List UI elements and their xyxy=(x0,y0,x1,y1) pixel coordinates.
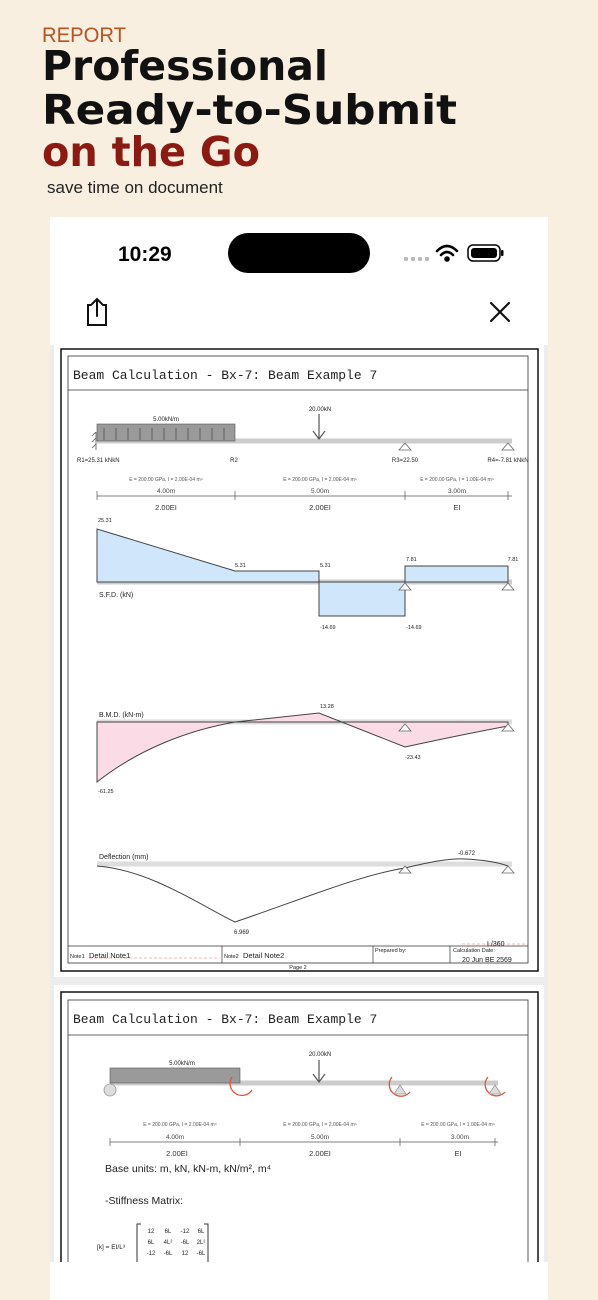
page-border xyxy=(60,348,539,972)
deflection-limit: L/360 xyxy=(487,941,505,948)
span-length: 4.00m xyxy=(166,1134,184,1141)
stiffness-label: 2.00EI xyxy=(309,1149,331,1158)
matrix-cell: -6L xyxy=(164,1251,173,1257)
beam-diagram xyxy=(91,414,515,500)
page-number: Page 2 xyxy=(289,965,306,971)
headline: on the Go xyxy=(42,128,260,176)
deflection-diagram xyxy=(96,858,515,923)
footer-label: Note2 xyxy=(224,954,239,960)
close-icon[interactable] xyxy=(489,301,511,323)
span-length: 4.00m xyxy=(157,488,175,495)
section-label: E = 200.00 GPa, I = 2.00E-04 m⁴ xyxy=(143,1122,217,1128)
headline: Ready-to-Submit xyxy=(42,86,457,134)
footer-label: Calculation Date: xyxy=(453,948,495,954)
matrix-cell: -12 xyxy=(147,1251,156,1257)
reaction-label: R1=25.31 kNkN xyxy=(77,458,120,464)
deflection-value: -0.672 xyxy=(458,851,476,857)
battery-icon xyxy=(467,244,504,262)
matrix-formula: [k] = EI/L³ xyxy=(97,1244,126,1251)
sfd-value: 25.31 xyxy=(98,518,112,524)
bending-moment-diagram xyxy=(96,712,515,784)
diagram-label: B.M.D. (kN-m) xyxy=(99,712,144,719)
share-icon[interactable] xyxy=(87,297,107,326)
span-length: 3.00m xyxy=(448,488,466,495)
matrix-cell: 4L² xyxy=(164,1240,173,1246)
bmd-value: -61.25 xyxy=(98,789,114,795)
matrix-cell: 6L xyxy=(148,1240,155,1246)
matrix-cell: 6L xyxy=(198,1229,205,1235)
diagram-label: S.F.D. (kN) xyxy=(99,592,133,599)
page-title: Beam Calculation - Bx-7: Beam Example 7 xyxy=(73,368,377,383)
matrix-cell: 2L² xyxy=(197,1240,206,1246)
matrix-cell: -6L xyxy=(197,1251,206,1257)
section-heading: -Stiffness Matrix: xyxy=(105,1195,183,1207)
dynamic-island xyxy=(228,233,370,273)
section-label: E = 200.00 GPa, I = 2.00E-04 m⁴ xyxy=(283,1122,357,1128)
reaction-label: R4=-7.81 kNkN xyxy=(487,458,528,464)
matrix-cell: 12 xyxy=(148,1229,155,1235)
section-label: E = 200.00 GPa, I = 2.00E-04 m⁴ xyxy=(283,477,357,483)
footer-label: Note1 xyxy=(70,954,85,960)
footer-grid xyxy=(68,943,528,963)
signal-icon xyxy=(404,257,429,261)
eyebrow: REPORT xyxy=(42,24,126,47)
matrix-cell: -12 xyxy=(181,1229,190,1235)
load-label: 20.00kN xyxy=(309,407,331,413)
stiffness-label: 2.00EI xyxy=(309,503,331,512)
sfd-value: -14.69 xyxy=(320,625,336,631)
stiffness-label: EI xyxy=(454,1149,461,1158)
sfd-value: -14.69 xyxy=(406,625,422,631)
matrix-cell: -6L xyxy=(181,1240,190,1246)
footer-text: Detail Note2 xyxy=(243,951,284,960)
page-title: Beam Calculation - Bx-7: Beam Example 7 xyxy=(73,1012,377,1027)
sfd-value: 7.81 xyxy=(406,557,417,563)
reaction-label: R2 xyxy=(230,458,238,464)
footer-text: Detail Note1 xyxy=(89,951,130,960)
stiffness-label: 2.00EI xyxy=(155,503,177,512)
span-length: 3.00m xyxy=(451,1134,469,1141)
sfd-value: 7.81 xyxy=(508,557,519,563)
load-label: 20.00kN xyxy=(309,1052,331,1058)
page-sheet xyxy=(54,985,544,1265)
reaction-label: R3=22.50 xyxy=(392,458,419,464)
stiffness-label: EI xyxy=(453,503,460,512)
page-sheet xyxy=(54,345,544,977)
sfd-value: 5.31 xyxy=(235,563,246,569)
bmd-value: -23.43 xyxy=(405,755,421,761)
load-label: 5.00kN/m xyxy=(153,417,179,423)
deflection-value: 6.969 xyxy=(234,930,250,936)
load-label: 5.00kN/m xyxy=(169,1061,195,1067)
stiffness-label: 2.00EI xyxy=(166,1149,188,1158)
footer-text: 20 Jun BE 2569 xyxy=(462,957,512,964)
sfd-value: 5.31 xyxy=(320,563,331,569)
footer-label: Prepared by: xyxy=(375,948,407,954)
matrix-cell: 6L xyxy=(165,1229,172,1235)
diagram-label: Deflection (mm) xyxy=(99,854,148,861)
wifi-icon xyxy=(435,244,459,262)
subtitle: save time on document xyxy=(47,178,223,197)
span-length: 5.00m xyxy=(311,488,329,495)
section-label: E = 200.00 GPa, I = 1.00E-04 m⁴ xyxy=(421,1122,495,1128)
matrix-cell: 12 xyxy=(182,1251,189,1257)
section-label: E = 200.00 GPa, I = 2.00E-04 m⁴ xyxy=(129,477,203,483)
status-time: 10:29 xyxy=(118,243,172,266)
base-units: Base units: m, kN, kN-m, kN/m², m⁴ xyxy=(105,1163,271,1175)
shear-force-diagram xyxy=(96,528,515,617)
page-frame xyxy=(67,355,529,964)
bmd-value: 13.28 xyxy=(320,704,334,710)
headline: Professional xyxy=(42,42,328,90)
span-length: 5.00m xyxy=(311,1134,329,1141)
section-label: E = 200.00 GPa, I = 1.00E-04 m⁴ xyxy=(420,477,494,483)
bottom-bar xyxy=(50,1262,548,1300)
